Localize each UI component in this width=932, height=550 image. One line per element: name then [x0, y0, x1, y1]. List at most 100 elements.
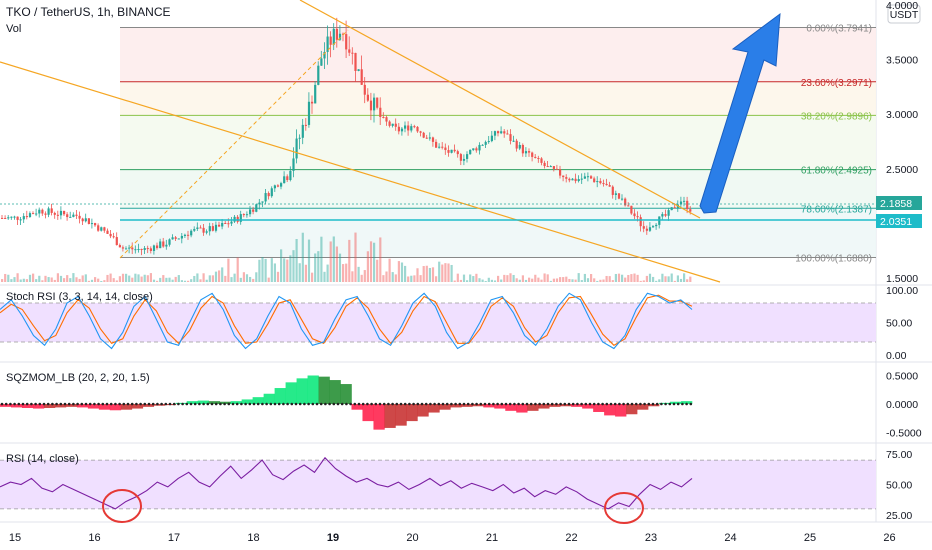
sqz-dot: [613, 402, 617, 406]
volume-bar: [639, 280, 642, 282]
candle-body: [534, 156, 537, 158]
candle-body: [190, 230, 193, 236]
time-tick-label: 22: [565, 532, 577, 544]
sqz-bar: [32, 404, 45, 409]
candle-body: [100, 227, 103, 231]
candle-body: [497, 131, 500, 134]
candle-body: [187, 234, 190, 236]
sqz-dot: [479, 402, 483, 406]
sqz-dot: [189, 402, 193, 406]
currency-badge[interactable]: USDT: [887, 4, 921, 24]
candle-body: [121, 247, 125, 249]
fib-levels: 0.00%(3.7941) 23.60%(3.2971) 38.20%(2.9896…: [120, 23, 876, 264]
sqz-dot: [676, 402, 680, 406]
sqz-dot: [685, 402, 688, 406]
volume-bar: [366, 251, 369, 282]
sqz-bar: [274, 388, 286, 404]
volume-bar: [233, 273, 236, 282]
volume-bar: [298, 263, 301, 282]
sqz-dot: [639, 402, 642, 406]
candle-body: [636, 216, 639, 218]
candle-body: [10, 216, 13, 218]
volume-bar: [590, 274, 593, 282]
volume-bar: [190, 279, 193, 282]
sqz-dot: [139, 402, 142, 406]
fib-level-label: 61.80%(2.4925): [801, 166, 872, 177]
candle-body: [351, 52, 354, 54]
candle-body: [391, 123, 394, 126]
candle-body: [407, 125, 410, 131]
volume-bar: [118, 276, 121, 282]
volume-bar: [236, 257, 239, 282]
sqz-dot: [177, 402, 180, 406]
volume-bar: [69, 278, 72, 282]
volume-bar: [292, 250, 295, 282]
sqz-dot: [46, 402, 50, 406]
candle-body: [462, 158, 466, 161]
volume-bar: [419, 275, 422, 282]
sqz-pane: SQZMOM_LB (20, 2, 20, 1.5) 0.5000 0.0000 -…: [0, 371, 922, 440]
candle-body: [577, 179, 580, 182]
sqz-dot: [412, 402, 415, 406]
candle-body: [515, 140, 518, 149]
volume-bar: [78, 278, 81, 282]
volume-bar: [227, 258, 230, 282]
candle-body: [435, 141, 438, 148]
volume-bar: [329, 241, 332, 282]
volume-bar: [453, 280, 456, 282]
volume-bar: [94, 277, 97, 282]
candle-body: [152, 245, 156, 251]
candle-body: [233, 216, 236, 222]
volume-bar: [379, 237, 382, 282]
volume-bar: [462, 274, 466, 282]
volume-bar: [528, 277, 531, 282]
volume-bar: [602, 279, 605, 282]
candle-body: [81, 218, 84, 222]
sqz-dot: [521, 402, 525, 406]
sqz-dot: [441, 402, 445, 406]
volume-bar: [128, 275, 131, 282]
stoch-tick-label: 0.00: [886, 350, 907, 362]
sqz-dot: [399, 402, 403, 406]
candle-body: [59, 210, 63, 216]
candle-body: [103, 227, 106, 231]
candle-body: [140, 248, 143, 250]
candle-body: [329, 36, 332, 45]
time-tick-label: 15: [9, 532, 21, 544]
sqz-dot: [0, 402, 4, 406]
candle-body: [304, 124, 307, 126]
sqz-tick-label: -0.5000: [886, 428, 922, 440]
candle-body: [276, 185, 280, 187]
sqz-bar: [505, 404, 517, 411]
sqz-dot: [160, 402, 163, 406]
sqz-dot: [34, 402, 37, 406]
sqz-dot: [214, 402, 218, 406]
sqz-dot: [256, 402, 260, 406]
volume-bar: [661, 273, 664, 282]
upper-trendline: [299, 0, 701, 219]
sqz-dot: [475, 402, 478, 406]
candle-body: [208, 226, 211, 232]
time-tick-label: 26: [883, 532, 895, 544]
sqz-dot: [353, 402, 357, 406]
candle-body: [410, 126, 413, 131]
sqz-dot: [193, 402, 197, 406]
candle-body: [314, 84, 317, 104]
volume-bar: [481, 279, 484, 282]
time-tick-label: 23: [645, 532, 657, 544]
volume-bar: [400, 262, 404, 282]
fib-level-label: 0.00%(3.7941): [806, 23, 872, 34]
candle-body: [484, 141, 487, 145]
volume-bar: [422, 266, 425, 282]
candle-body: [307, 101, 311, 125]
volume-bar: [19, 279, 22, 282]
volume-bar: [593, 278, 596, 282]
sqz-dot: [487, 402, 491, 406]
stoch-band: [0, 303, 876, 342]
candle-body: [218, 224, 221, 227]
candle-body: [137, 248, 140, 250]
sqz-dot: [370, 402, 373, 406]
candle-body: [506, 133, 509, 135]
rsi-circle-2: [604, 492, 644, 524]
sqz-dot: [76, 402, 79, 406]
